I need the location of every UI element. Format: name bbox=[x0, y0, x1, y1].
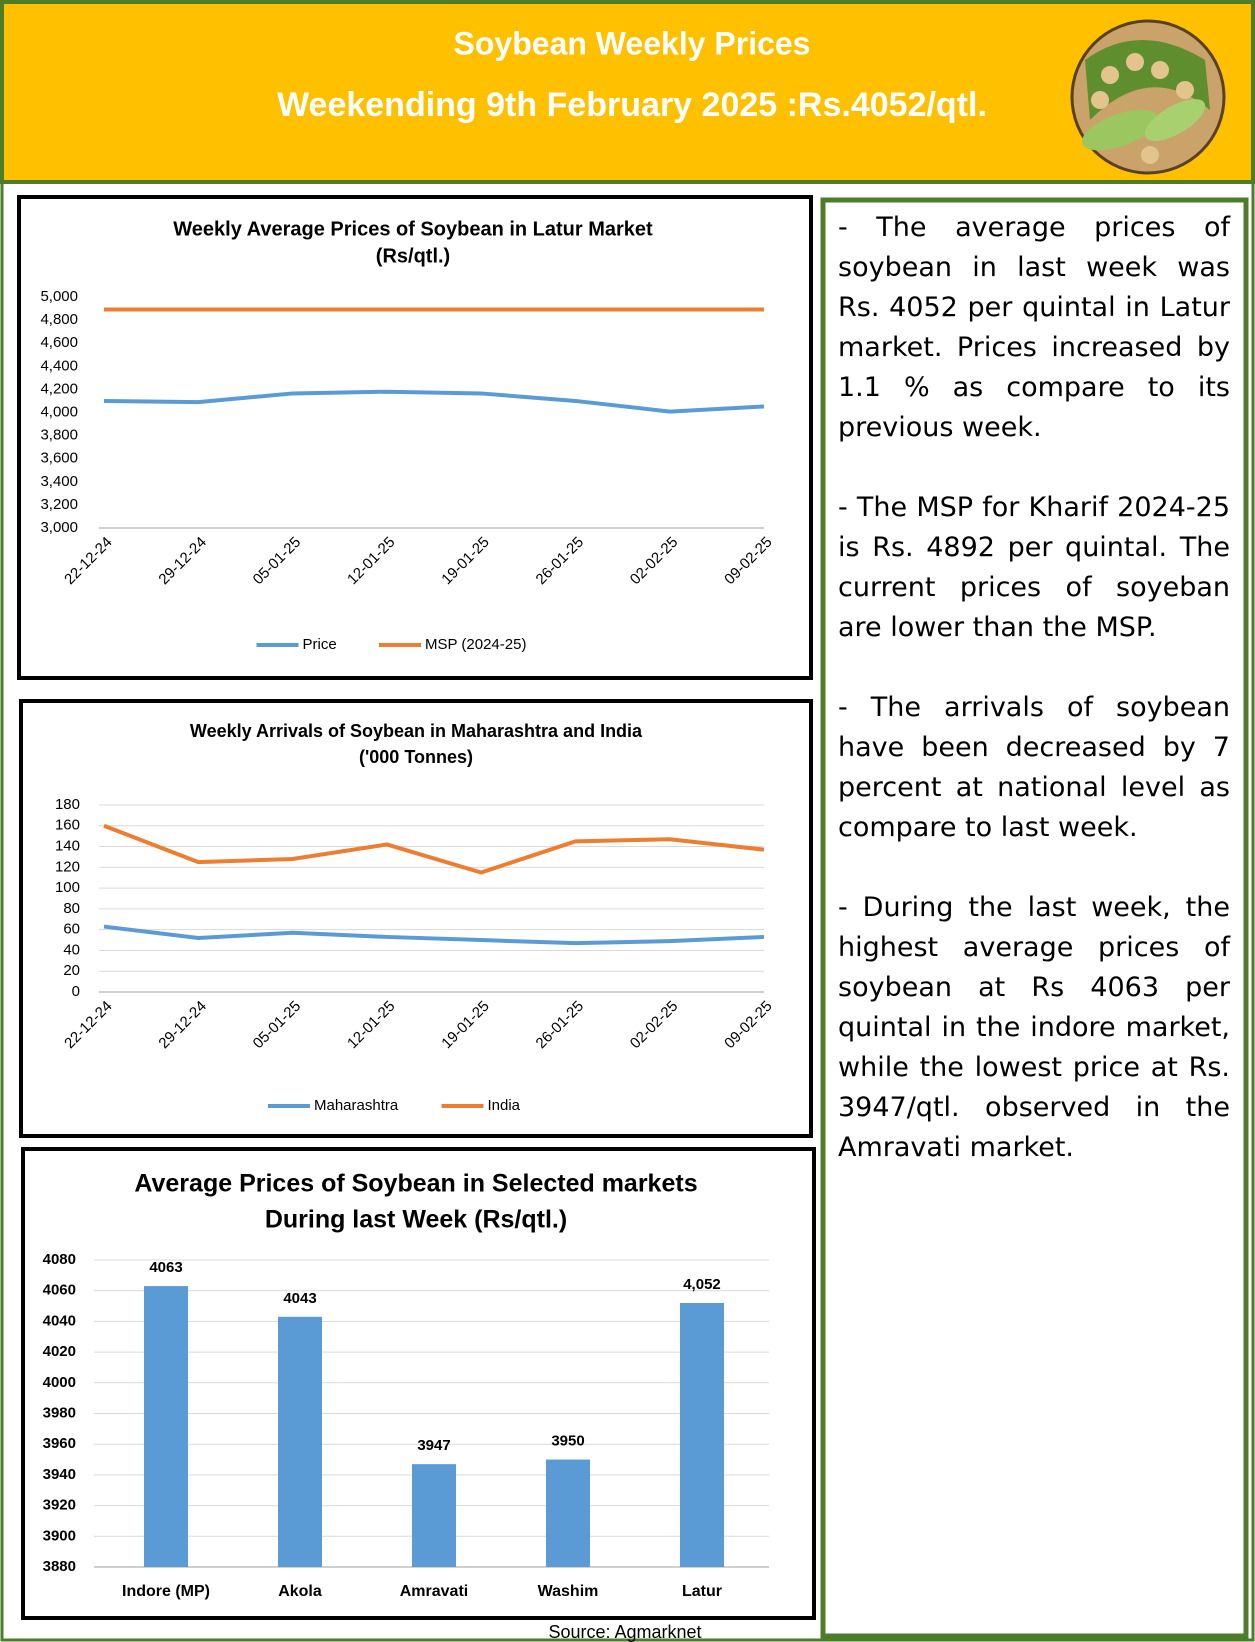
y-tick-label: 140 bbox=[55, 838, 80, 855]
chart-frame bbox=[17, 195, 813, 680]
x-tick-label: Washim bbox=[538, 1583, 599, 1600]
note: - During the last week, the highest aver… bbox=[838, 892, 1230, 1163]
y-tick-label: 5,000 bbox=[40, 288, 78, 305]
y-tick-label: 4000 bbox=[43, 1374, 76, 1391]
y-tick-label: 40 bbox=[63, 941, 80, 958]
notes: - The average prices of soybean in last … bbox=[838, 208, 1230, 1208]
note: - The arrivals of soybean have been decr… bbox=[838, 692, 1230, 843]
x-tick-label: Akola bbox=[278, 1583, 322, 1600]
bar bbox=[680, 1302, 724, 1567]
page-border bbox=[0, 180, 1255, 1642]
y-tick-label: 180 bbox=[55, 796, 80, 813]
y-tick-label: 3,000 bbox=[40, 519, 78, 536]
chart-subtitle: (Rs/qtl.) bbox=[376, 245, 450, 267]
legend-label: Maharashtra bbox=[314, 1097, 399, 1114]
header-band bbox=[0, 0, 1255, 184]
bar bbox=[144, 1286, 188, 1567]
y-tick-label: 4080 bbox=[43, 1251, 76, 1268]
y-tick-label: 3960 bbox=[43, 1435, 76, 1452]
y-tick-label: 100 bbox=[55, 879, 80, 896]
line-series bbox=[103, 924, 765, 946]
y-tick-label: 4,000 bbox=[40, 403, 78, 420]
chart-title: Weekly Average Prices of Soybean in Latu… bbox=[173, 218, 653, 240]
y-tick-label: 160 bbox=[55, 817, 80, 834]
y-tick-label: 4,800 bbox=[40, 311, 78, 328]
y-tick-label: 4020 bbox=[43, 1343, 76, 1360]
y-tick-label: 3880 bbox=[43, 1558, 76, 1575]
chart-title: Average Prices of Soybean in Selected ma… bbox=[134, 1170, 697, 1198]
legend-label: Price bbox=[303, 636, 337, 653]
y-tick-label: 3,600 bbox=[40, 450, 78, 467]
chart-title: Weekly Arrivals of Soybean in Maharashtr… bbox=[190, 721, 643, 741]
y-tick-label: 3980 bbox=[43, 1404, 76, 1421]
y-tick-label: 20 bbox=[63, 962, 80, 979]
header-title: Soybean Weekly Prices bbox=[454, 25, 811, 61]
x-tick-label: Latur bbox=[682, 1583, 722, 1600]
bar bbox=[278, 1316, 322, 1567]
y-tick-label: 0 bbox=[72, 983, 80, 1000]
y-tick-label: 3900 bbox=[43, 1527, 76, 1544]
y-tick-label: 3920 bbox=[43, 1497, 76, 1514]
x-tick-label: Indore (MP) bbox=[122, 1583, 210, 1600]
data-label: 3950 bbox=[551, 1433, 584, 1450]
y-tick-label: 60 bbox=[63, 921, 80, 938]
notes-frame bbox=[820, 197, 1249, 1639]
bar bbox=[546, 1459, 590, 1567]
y-tick-label: 4040 bbox=[43, 1312, 76, 1329]
data-label: 3947 bbox=[417, 1437, 450, 1454]
bar bbox=[412, 1464, 456, 1567]
legend-label: India bbox=[488, 1097, 521, 1114]
x-tick-label: Amravati bbox=[400, 1583, 468, 1600]
soybean-image bbox=[1070, 19, 1226, 175]
y-tick-label: 4,600 bbox=[40, 334, 78, 351]
line-series bbox=[103, 823, 765, 875]
source: Source: Agmarknet bbox=[548, 1622, 701, 1642]
chart-subtitle: ('000 Tonnes) bbox=[359, 747, 473, 767]
data-label: 4043 bbox=[283, 1290, 316, 1307]
data-label: 4063 bbox=[149, 1259, 182, 1276]
y-tick-label: 3940 bbox=[43, 1466, 76, 1483]
line-series bbox=[103, 389, 765, 414]
note: - The average prices of soybean in last … bbox=[838, 212, 1230, 443]
y-tick-label: 4,200 bbox=[40, 380, 78, 397]
y-tick-label: 3,200 bbox=[40, 496, 78, 513]
y-tick-label: 120 bbox=[55, 858, 80, 875]
y-tick-label: 3,400 bbox=[40, 473, 78, 490]
y-tick-label: 3,800 bbox=[40, 427, 78, 444]
y-tick-label: 80 bbox=[63, 900, 80, 917]
chart-subtitle: During last Week (Rs/qtl.) bbox=[265, 1206, 567, 1234]
y-tick-label: 4,400 bbox=[40, 357, 78, 374]
data-label: 4,052 bbox=[683, 1276, 721, 1293]
header-subtitle: Weekending 9th February 2025 :Rs.4052/qt… bbox=[277, 86, 987, 124]
note: - The MSP for Kharif 2024-25 is Rs. 4892… bbox=[838, 492, 1230, 643]
legend-label: MSP (2024-25) bbox=[425, 636, 526, 653]
chart-frame bbox=[19, 699, 813, 1138]
y-tick-label: 4060 bbox=[43, 1282, 76, 1299]
